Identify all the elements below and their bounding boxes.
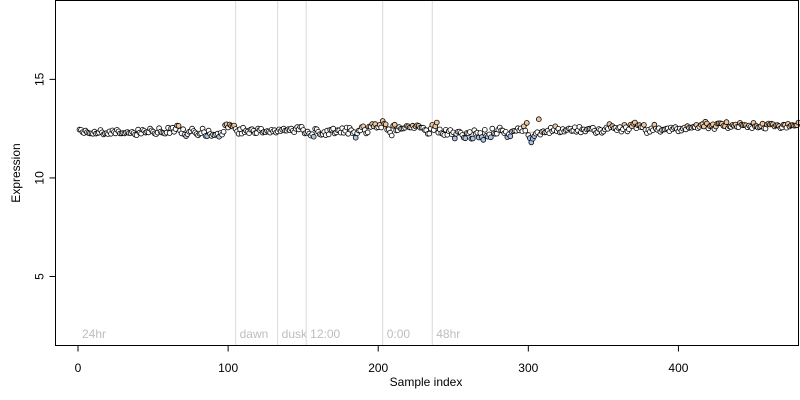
data-point [462,135,469,142]
data-point [522,127,529,134]
x-tick-label: 0 [75,361,82,375]
data-point [481,127,488,133]
data-point [378,124,385,131]
data-point [382,121,389,128]
x-tick-label: 100 [218,361,238,375]
data-point [759,120,766,127]
x-tick-label: 300 [518,361,538,375]
y-tick-label: 15 [33,72,47,86]
data-point [535,116,542,122]
data-point [166,130,173,136]
x-axis-label: Sample index [390,375,463,389]
point-layer [76,116,800,146]
annotation-label: 24hr [82,327,106,341]
data-point [489,125,496,132]
data-point [507,133,514,140]
data-point [352,134,359,141]
annotation-label: dawn [240,327,269,341]
data-point [523,120,530,126]
data-point [364,129,371,136]
data-point [426,130,433,137]
annotation-layer: 24hr dawn dusk 12:00 0:00 48hr [82,0,460,346]
data-point [487,134,494,141]
y-tick-label: 5 [33,273,47,280]
annotation-label: 0:00 [387,327,411,341]
data-point [220,129,227,135]
data-point [641,122,647,128]
annotation-label: dusk [282,327,308,341]
data-point [388,132,395,139]
x-tick-label: 400 [668,361,688,375]
data-point [433,119,440,126]
data-point [480,137,487,143]
y-tick-label: 10 [33,171,47,185]
y-axis-label: Expression [9,143,23,202]
data-point [325,131,332,138]
y-axis: 5 10 15 [33,72,56,280]
data-point [391,121,398,128]
x-axis: 0 100 200 300 400 [75,345,689,375]
data-point [466,129,473,135]
data-point [723,119,730,125]
data-point [451,135,458,142]
data-point [469,135,476,142]
x-tick-label: 200 [368,361,388,375]
data-point [180,126,186,132]
annotation-label: 12:00 [310,327,340,341]
data-point [175,123,182,129]
annotation-label: 48hr [436,327,460,341]
data-point [310,133,317,140]
